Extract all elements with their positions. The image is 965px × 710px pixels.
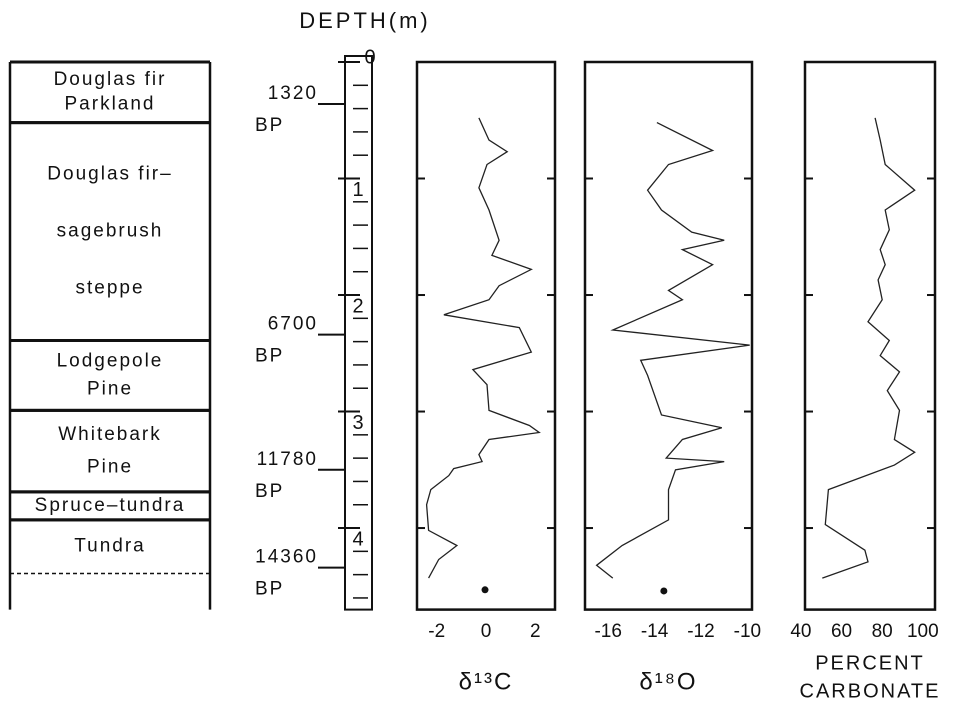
data-line xyxy=(595,122,750,579)
zone-label: Whitebark xyxy=(58,424,162,445)
zone-label: Tundra xyxy=(74,536,146,557)
zone-label: Douglas fir– xyxy=(47,164,172,185)
data-point xyxy=(481,586,489,594)
panel-frame xyxy=(803,60,937,611)
depth-bar xyxy=(344,55,373,611)
y-tick-label: 3 xyxy=(352,412,363,434)
zone-label: sagebrush xyxy=(57,221,164,242)
date-age: 14360 xyxy=(255,547,318,568)
x-tick-label: -14 xyxy=(641,621,669,642)
x-tick-label: -16 xyxy=(594,621,621,642)
panel-title: δ¹³C xyxy=(459,668,514,695)
data-line xyxy=(822,117,916,579)
x-tick-label: 40 xyxy=(790,621,811,642)
panel-title: δ¹⁸O xyxy=(639,668,697,695)
zone-label: Lodgepole xyxy=(57,350,164,371)
date-age: 11780 xyxy=(257,449,318,470)
date-unit: BP xyxy=(255,579,284,600)
x-tick-label: 80 xyxy=(872,621,893,642)
panel-title: PERCENT xyxy=(815,652,925,674)
depth-axis-title: DEPTH(m) xyxy=(299,8,431,33)
x-tick-label: -2 xyxy=(428,621,445,642)
date-unit: BP xyxy=(255,115,284,136)
date-unit: BP xyxy=(255,346,284,367)
zone-label: Parkland xyxy=(65,93,156,114)
zone-label: Pine xyxy=(87,378,133,399)
y-tick-label: 1 xyxy=(352,179,363,201)
date-age: 6700 xyxy=(268,314,318,335)
data-point xyxy=(660,587,668,595)
x-tick-label: -12 xyxy=(687,621,714,642)
panel-title: CARBONATE xyxy=(800,680,941,702)
date-unit: BP xyxy=(255,481,284,502)
data-line xyxy=(425,117,541,579)
zone-label: steppe xyxy=(75,278,144,299)
zone-label: Douglas fir xyxy=(54,69,167,90)
date-age: 1320 xyxy=(268,83,318,104)
panel-frame xyxy=(583,60,754,611)
x-tick-label: 100 xyxy=(907,621,939,642)
y-tick-label: 0 xyxy=(364,46,375,68)
x-tick-label: 60 xyxy=(831,621,852,642)
y-tick-label: 4 xyxy=(352,528,363,550)
panel-frame xyxy=(415,60,557,611)
x-tick-label: 0 xyxy=(481,621,492,642)
x-tick-label: -10 xyxy=(734,621,761,642)
zone-label: Pine xyxy=(87,456,133,477)
y-tick-label: 2 xyxy=(352,295,363,317)
zone-label: Spruce–tundra xyxy=(35,495,186,516)
x-tick-label: 2 xyxy=(530,621,541,642)
